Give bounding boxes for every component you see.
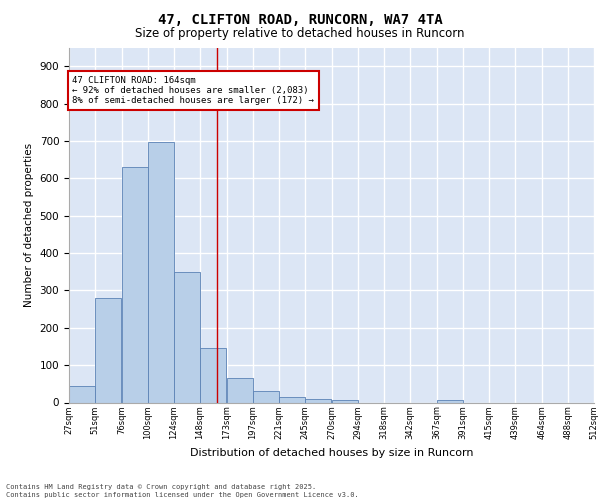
X-axis label: Distribution of detached houses by size in Runcorn: Distribution of detached houses by size … [190,448,473,458]
Bar [69,386,95,402]
Text: 47 CLIFTON ROAD: 164sqm
← 92% of detached houses are smaller (2,083)
8% of semi-: 47 CLIFTON ROAD: 164sqm ← 92% of detache… [72,76,314,106]
Text: Contains HM Land Registry data © Crown copyright and database right 2025.
Contai: Contains HM Land Registry data © Crown c… [6,484,359,498]
Bar [148,142,174,402]
Bar [122,167,148,402]
Text: 47, CLIFTON ROAD, RUNCORN, WA7 4TA: 47, CLIFTON ROAD, RUNCORN, WA7 4TA [158,12,442,26]
Bar [200,348,226,403]
Bar [95,298,121,403]
Bar [227,378,253,402]
Bar [437,400,463,402]
Bar [174,272,200,402]
Text: Size of property relative to detached houses in Runcorn: Size of property relative to detached ho… [135,28,465,40]
Bar [332,400,358,402]
Y-axis label: Number of detached properties: Number of detached properties [24,143,34,307]
Bar [279,397,305,402]
Bar [305,399,331,402]
Bar [253,390,279,402]
